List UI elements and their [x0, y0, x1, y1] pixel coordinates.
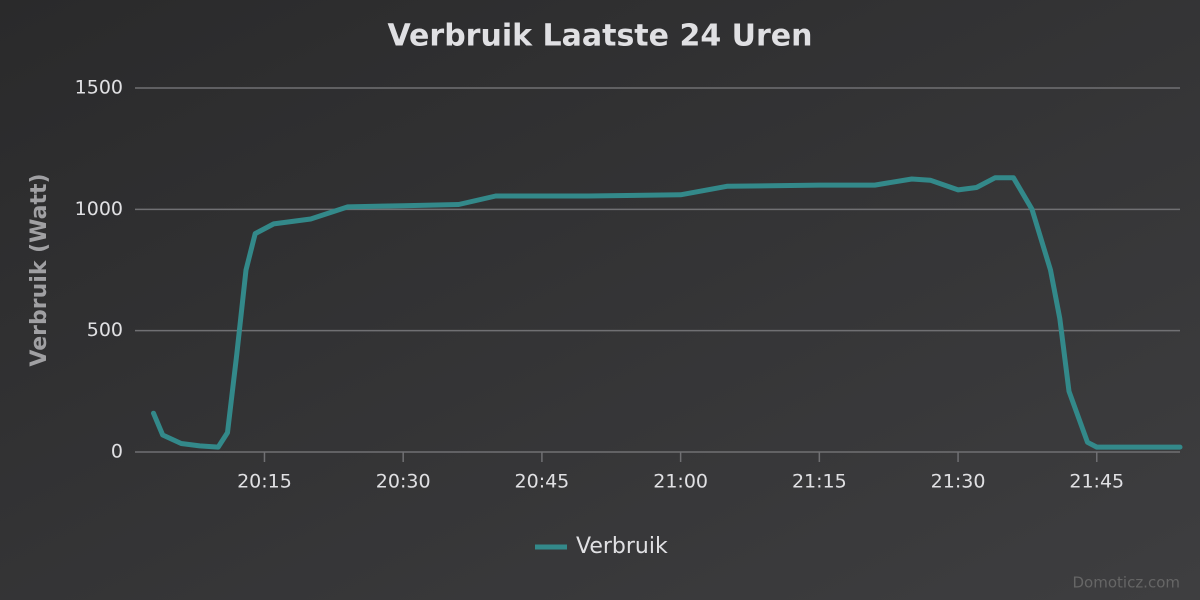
- legend-label: Verbruik: [576, 534, 668, 559]
- y-tick-label: 500: [87, 319, 123, 341]
- data-line: [151, 175, 1183, 450]
- chart-title: Verbruik Laatste 24 Uren: [387, 19, 812, 54]
- y-tick-label: 1500: [75, 77, 123, 99]
- y-tick-label: 1000: [75, 198, 123, 220]
- x-tick-label: 21:15: [792, 471, 847, 493]
- x-tick-label: 20:15: [237, 471, 292, 493]
- x-tick-label: 20:30: [376, 471, 431, 493]
- credit: Domoticz.com: [1073, 574, 1181, 592]
- x-tick-label: 21:00: [653, 471, 708, 493]
- y-tick-label: 0: [111, 441, 123, 463]
- x-tick-label: 21:45: [1069, 471, 1124, 493]
- y-axis-label: Verbruik (Watt): [27, 173, 52, 366]
- x-tick-label: 21:30: [931, 471, 986, 493]
- x-tick-label: 20:45: [515, 471, 570, 493]
